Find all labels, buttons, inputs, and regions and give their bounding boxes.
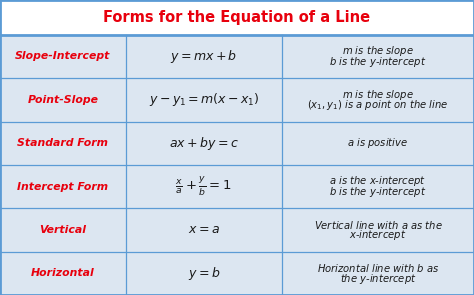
Text: Slope-Intercept: Slope-Intercept: [15, 52, 110, 61]
Bar: [0, 122, 474, 165]
Text: $ax + by = c$: $ax + by = c$: [169, 135, 239, 152]
Text: Horizontal: Horizontal: [31, 268, 95, 278]
Text: Standard Form: Standard Form: [18, 138, 108, 148]
Text: $m$ is the slope: $m$ is the slope: [342, 88, 414, 101]
Text: $\frac{x}{a}+\frac{y}{b}=1$: $\frac{x}{a}+\frac{y}{b}=1$: [175, 176, 232, 198]
Text: $y - y_1 = m(x - x_1)$: $y - y_1 = m(x - x_1)$: [148, 91, 259, 108]
Bar: [0, 78, 474, 122]
Bar: [0, 252, 474, 295]
Bar: [0, 35, 474, 78]
Text: $y = mx + b$: $y = mx + b$: [170, 48, 237, 65]
Bar: [0, 0, 474, 35]
Text: $a$ is positive: $a$ is positive: [347, 136, 409, 150]
Text: $a$ is the $x$-intercept: $a$ is the $x$-intercept: [329, 174, 427, 188]
Text: $x = a$: $x = a$: [188, 223, 220, 237]
Text: $b$ is the $y$-intercept: $b$ is the $y$-intercept: [329, 185, 427, 199]
Bar: [0, 165, 474, 208]
Text: $(x_1, y_1)$ is a point on the line: $(x_1, y_1)$ is a point on the line: [307, 98, 449, 112]
Text: Forms for the Equation of a Line: Forms for the Equation of a Line: [103, 10, 371, 25]
Text: $y = b$: $y = b$: [188, 265, 220, 282]
Text: $b$ is the $y$-intercept: $b$ is the $y$-intercept: [329, 55, 427, 69]
Text: $m$ is the slope: $m$ is the slope: [342, 44, 414, 58]
Bar: [0, 208, 474, 252]
Text: Vertical line with $a$ as the: Vertical line with $a$ as the: [314, 219, 442, 231]
Text: Point-Slope: Point-Slope: [27, 95, 98, 105]
Text: $x$-intercept: $x$-intercept: [349, 228, 407, 242]
Text: the $y$-intercept: the $y$-intercept: [340, 272, 416, 286]
Text: Horizontal line with $b$ as: Horizontal line with $b$ as: [317, 262, 439, 274]
Text: Vertical: Vertical: [39, 225, 86, 235]
Text: Intercept Form: Intercept Form: [17, 182, 109, 191]
